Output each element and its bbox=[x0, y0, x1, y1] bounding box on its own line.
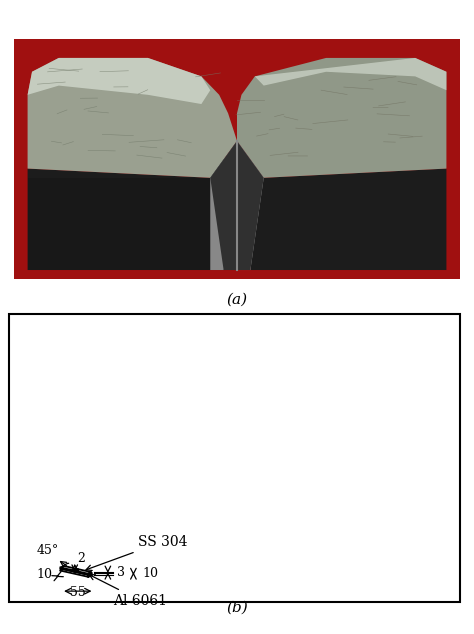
Polygon shape bbox=[237, 141, 264, 270]
Polygon shape bbox=[250, 159, 447, 270]
Polygon shape bbox=[237, 58, 447, 178]
Polygon shape bbox=[61, 567, 91, 574]
Polygon shape bbox=[61, 568, 88, 577]
Polygon shape bbox=[27, 58, 237, 178]
Text: SS 304: SS 304 bbox=[86, 535, 187, 571]
Text: 2: 2 bbox=[77, 552, 85, 565]
Polygon shape bbox=[27, 159, 224, 270]
Polygon shape bbox=[74, 569, 79, 571]
Polygon shape bbox=[88, 572, 91, 574]
Polygon shape bbox=[27, 58, 210, 104]
Polygon shape bbox=[255, 58, 447, 90]
Text: 10: 10 bbox=[143, 567, 159, 580]
Text: Al 6061: Al 6061 bbox=[89, 574, 167, 607]
Polygon shape bbox=[210, 141, 237, 270]
Text: 10: 10 bbox=[36, 568, 52, 581]
Polygon shape bbox=[27, 159, 224, 270]
Polygon shape bbox=[74, 571, 75, 572]
Polygon shape bbox=[73, 569, 78, 571]
Polygon shape bbox=[210, 141, 264, 270]
Text: (b): (b) bbox=[226, 601, 248, 615]
Polygon shape bbox=[61, 567, 88, 574]
Polygon shape bbox=[61, 566, 91, 574]
Text: 3: 3 bbox=[117, 566, 125, 579]
Text: 55: 55 bbox=[70, 586, 86, 599]
Polygon shape bbox=[88, 573, 91, 577]
Text: (a): (a) bbox=[227, 293, 247, 307]
Text: 45°: 45° bbox=[36, 545, 59, 557]
